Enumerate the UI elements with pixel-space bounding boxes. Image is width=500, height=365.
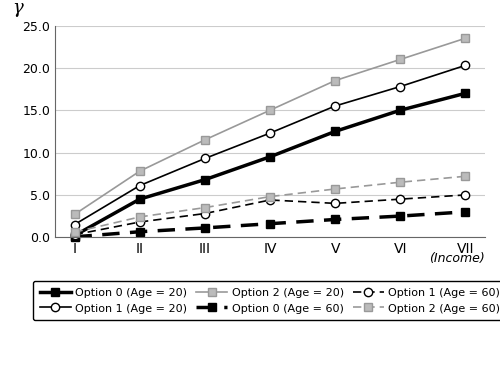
Legend: Option 0 (Age = 20), Option 1 (Age = 20), Option 2 (Age = 20), Option 0 (Age = 6: Option 0 (Age = 20), Option 1 (Age = 20)…	[33, 281, 500, 320]
Text: γ: γ	[12, 0, 23, 17]
Text: (Income): (Income)	[429, 252, 485, 265]
